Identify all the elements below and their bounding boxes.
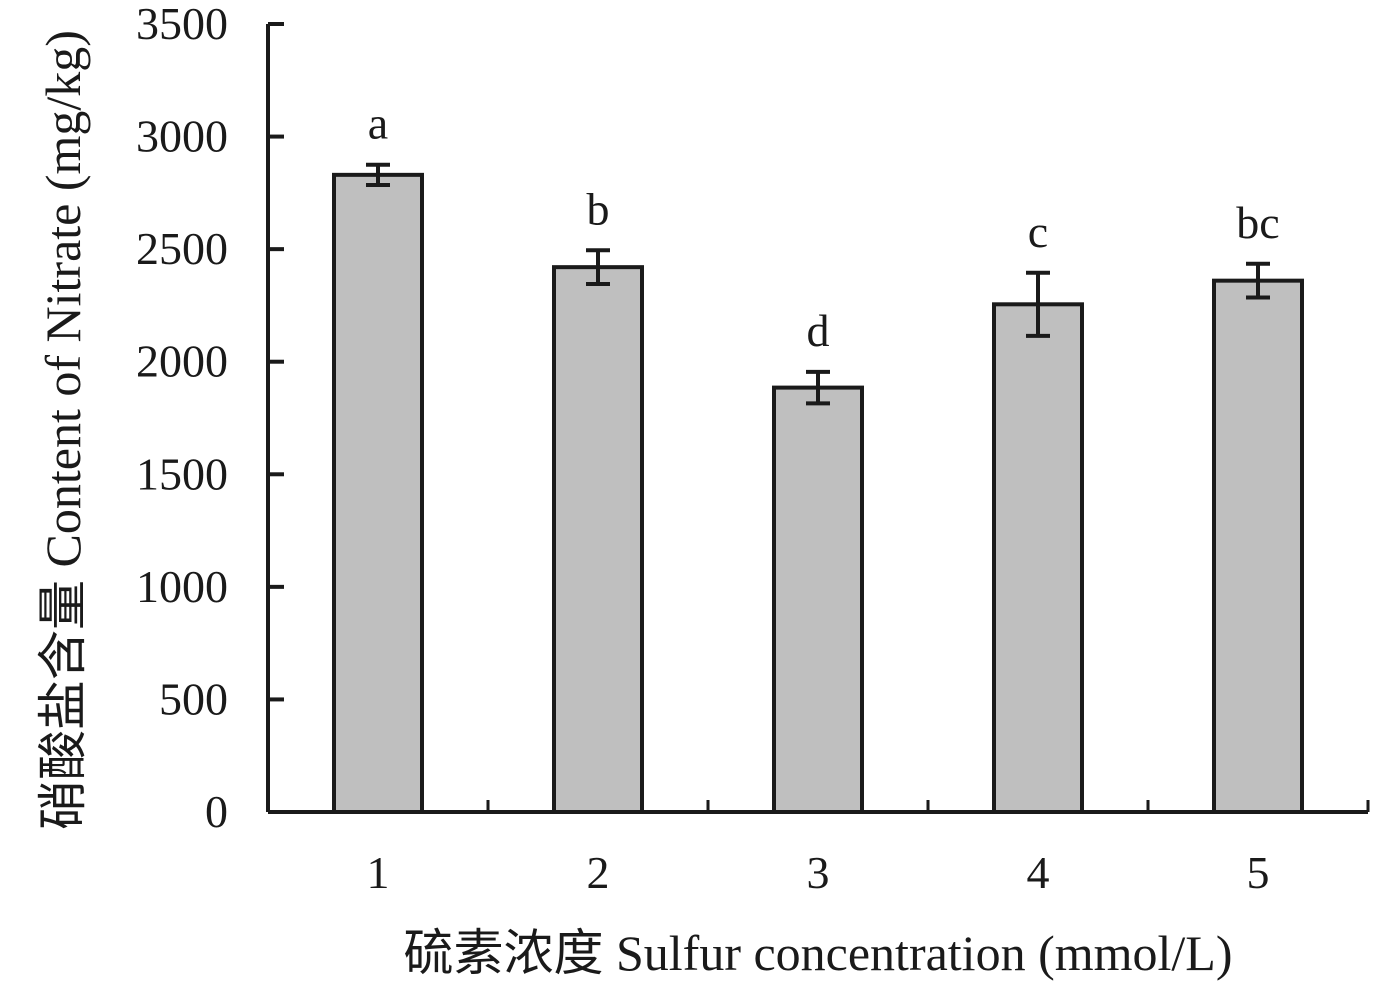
bars-layer bbox=[332, 172, 1304, 815]
y-tick-label-1500: 1500 bbox=[136, 448, 228, 499]
labels-layer: a 1 b 2 d 3 c 4 bc 5 0 500 1000 1500 2000 2500 3000 3500 bbox=[136, 0, 1280, 898]
bar-4 bbox=[992, 302, 1084, 814]
y-tick-label-1000: 1000 bbox=[136, 561, 228, 612]
y-tick-label-2000: 2000 bbox=[136, 336, 228, 387]
significance-label-2: b bbox=[587, 183, 610, 234]
y-axis-title: 硝酸盐含量 Content of Nitrate (mg/kg) bbox=[35, 30, 91, 830]
bar-1 bbox=[332, 172, 424, 815]
x-tick-label-2: 2 bbox=[587, 847, 610, 898]
axes-layer bbox=[266, 22, 1370, 814]
x-tick-label-4: 4 bbox=[1027, 847, 1050, 898]
x-tick-label-3: 3 bbox=[807, 847, 830, 898]
bar-5 bbox=[1212, 278, 1304, 815]
y-tick-label-2500: 2500 bbox=[136, 223, 228, 274]
bar-2 bbox=[552, 265, 644, 814]
y-tick-label-500: 500 bbox=[159, 673, 228, 724]
y-tick-label-0: 0 bbox=[205, 786, 228, 837]
x-tick-label-5: 5 bbox=[1247, 847, 1270, 898]
significance-label-4: c bbox=[1028, 206, 1048, 257]
significance-label-1: a bbox=[368, 98, 388, 149]
y-tick-label-3500: 3500 bbox=[136, 0, 228, 49]
x-tick-label-1: 1 bbox=[367, 847, 390, 898]
error-bars-layer bbox=[366, 162, 1270, 406]
x-axis-title: 硫素浓度 Sulfur concentration (mmol/L) bbox=[403, 925, 1232, 981]
significance-label-3: d bbox=[807, 305, 830, 356]
bar-3 bbox=[772, 385, 864, 814]
y-tick-label-3000: 3000 bbox=[136, 111, 228, 162]
significance-label-5: bc bbox=[1236, 197, 1279, 248]
